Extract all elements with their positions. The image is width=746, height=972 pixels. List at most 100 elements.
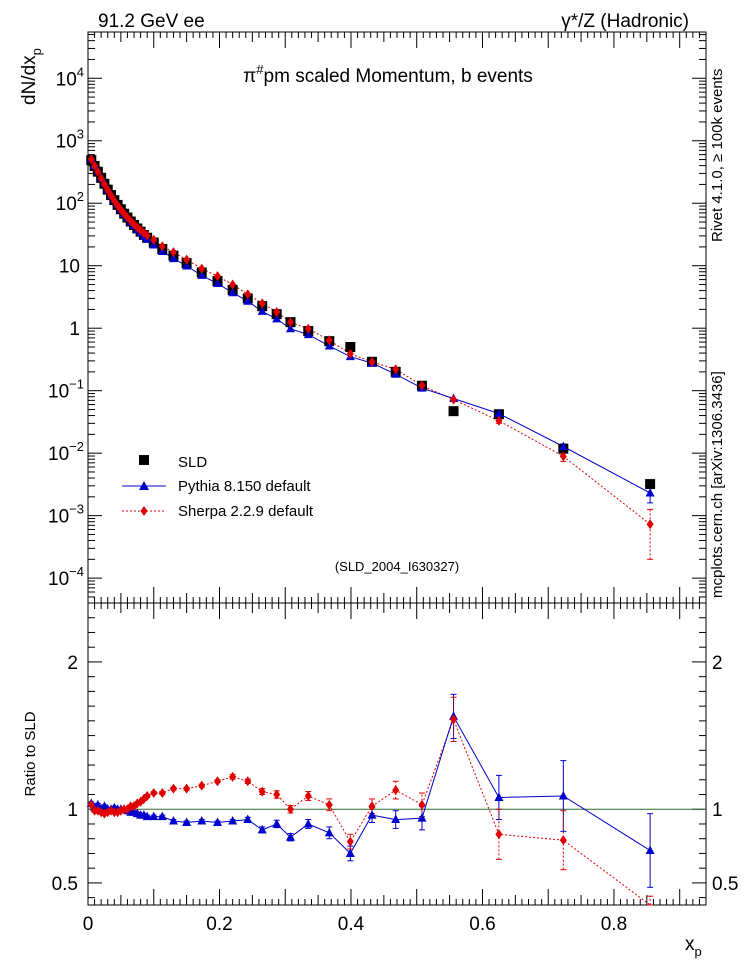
sherpa-point bbox=[273, 306, 281, 317]
sherpa-ratio-point bbox=[325, 799, 333, 810]
sherpa-ratio-point bbox=[273, 789, 281, 800]
sherpa-ratio-point bbox=[158, 788, 166, 799]
sherpa-point bbox=[87, 154, 95, 165]
sherpa-point bbox=[495, 415, 503, 426]
y-tick-label: 102 bbox=[56, 189, 84, 215]
sherpa-ratio-point bbox=[87, 799, 95, 810]
x-axis-label: xp bbox=[685, 934, 702, 959]
sherpa-point bbox=[346, 348, 354, 359]
pythia-ratio-line bbox=[90, 715, 651, 855]
sherpa-ratio-point bbox=[495, 829, 503, 840]
pythia-ratio-point bbox=[197, 816, 207, 825]
sherpa-point bbox=[100, 179, 108, 190]
sherpa-ratio-point bbox=[258, 786, 266, 797]
sherpa-point bbox=[258, 298, 266, 309]
pythia-point bbox=[285, 323, 295, 333]
pythia-ratio-point bbox=[324, 827, 334, 837]
sherpa-point bbox=[646, 519, 654, 530]
y-tick-label: 10−2 bbox=[48, 439, 84, 465]
sherpa-point bbox=[214, 271, 222, 282]
pythia-ratio-point bbox=[149, 811, 159, 821]
pythia-point bbox=[168, 253, 178, 263]
legend-entry-sld: SLD bbox=[139, 454, 207, 471]
legend-marker-sherpa bbox=[140, 506, 148, 516]
sherpa-ratio-point bbox=[143, 790, 151, 801]
pythia-ratio-point bbox=[391, 814, 401, 824]
sherpa-ratio-point bbox=[346, 836, 354, 847]
header-energy: 91.2 GeV ee bbox=[98, 11, 205, 32]
sherpa-point bbox=[286, 317, 294, 328]
x-tick-label: 0 bbox=[83, 914, 94, 935]
pythia-point bbox=[272, 313, 282, 323]
sherpa-point bbox=[97, 173, 105, 184]
pythia-ratio-point bbox=[157, 811, 167, 821]
sherpa-point bbox=[143, 230, 151, 241]
main-plot-panel: 10−4 10−3 10−2 10−1 1 10 102 103 104 π#pm scaled… bbox=[19, 31, 707, 604]
y-tick-label: 10−3 bbox=[48, 502, 84, 528]
pythia-ratio-point bbox=[417, 813, 427, 822]
sherpa-point bbox=[183, 254, 191, 265]
pythia-ratio-point bbox=[285, 832, 295, 841]
ratio-y-axis-label: Ratio to SLD bbox=[22, 711, 39, 796]
legend-entry-sherpa: Sherpa 2.2.9 default bbox=[122, 503, 314, 520]
ratio-y-tick-label-left: 0.5 bbox=[52, 874, 78, 895]
y-tick-label: 10 bbox=[59, 257, 80, 278]
x-tick-label: 0.2 bbox=[206, 914, 232, 935]
sherpa-ratio-point bbox=[418, 799, 426, 810]
pythia-line bbox=[90, 158, 651, 494]
ratio-y-tick-label-right: 2 bbox=[712, 653, 723, 674]
sld-point bbox=[645, 479, 656, 490]
ratio-plot-panel: 0.5 0.5 1 1 2 2 0 0.2 0.4 0.6 0.8 Ratio to SLD xp bbox=[22, 602, 738, 959]
sherpa-point bbox=[368, 356, 376, 367]
ratio-y-tick-label-left: 1 bbox=[67, 800, 78, 821]
main-y-axis-label: dN/dxp bbox=[19, 48, 44, 105]
sherpa-point bbox=[94, 166, 102, 177]
sherpa-ratio-point bbox=[304, 790, 312, 801]
ratio-x-ticks: 0 0.2 0.4 0.6 0.8 bbox=[83, 603, 707, 935]
sherpa-point bbox=[169, 247, 177, 258]
sherpa-ratio-point bbox=[244, 776, 252, 787]
pythia-point bbox=[197, 270, 207, 279]
sherpa-point bbox=[244, 289, 252, 300]
sherpa-ratio-point bbox=[368, 801, 376, 812]
sherpa-ratio-point bbox=[229, 771, 237, 782]
pythia-ratio-point bbox=[168, 816, 178, 825]
sherpa-point bbox=[150, 234, 158, 245]
sherpa-point bbox=[198, 263, 206, 274]
legend-entry-pythia: Pythia 8.150 default bbox=[122, 478, 311, 495]
legend-label-sherpa: Sherpa 2.2.9 default bbox=[178, 503, 314, 520]
sherpa-point bbox=[304, 323, 312, 334]
sherpa-ratio-point bbox=[450, 714, 458, 725]
sherpa-point bbox=[229, 279, 237, 290]
ratio-plot-frame bbox=[87, 602, 707, 906]
ratio-y-tick-label-right: 0.5 bbox=[712, 874, 738, 895]
y-tick-label: 104 bbox=[56, 64, 84, 90]
x-tick-label: 0.6 bbox=[469, 914, 495, 935]
main-series bbox=[86, 154, 656, 560]
ratio-series bbox=[86, 693, 655, 906]
y-tick-label: 10−1 bbox=[48, 377, 84, 403]
sherpa-ratio-point bbox=[559, 835, 567, 846]
pythia-point bbox=[228, 287, 238, 297]
sherpa-point bbox=[418, 380, 426, 391]
side-label-mcplots: mcplots.cern.ch [arXiv:1306.3436] bbox=[709, 371, 726, 598]
legend-marker-sld bbox=[139, 455, 149, 465]
sherpa-point bbox=[559, 451, 567, 462]
sherpa-point bbox=[158, 241, 166, 252]
sherpa-ratio-point bbox=[214, 776, 222, 787]
sherpa-point bbox=[392, 364, 400, 375]
pythia-ratio-point bbox=[303, 818, 313, 828]
legend-label-pythia: Pythia 8.150 default bbox=[178, 478, 311, 495]
sld-point bbox=[448, 406, 459, 417]
sherpa-point bbox=[91, 160, 99, 171]
pythia-ratio-point bbox=[494, 792, 504, 801]
y-tick-label: 103 bbox=[56, 127, 84, 153]
ratio-y-ticks: 0.5 0.5 1 1 2 2 bbox=[52, 602, 738, 899]
sherpa-ratio-point bbox=[150, 788, 158, 799]
sherpa-ratio-point bbox=[198, 780, 206, 791]
sherpa-line bbox=[90, 159, 651, 525]
pythia-ratio-point bbox=[345, 848, 355, 857]
pythia-point bbox=[558, 441, 568, 450]
pythia-ratio-point bbox=[272, 818, 282, 828]
